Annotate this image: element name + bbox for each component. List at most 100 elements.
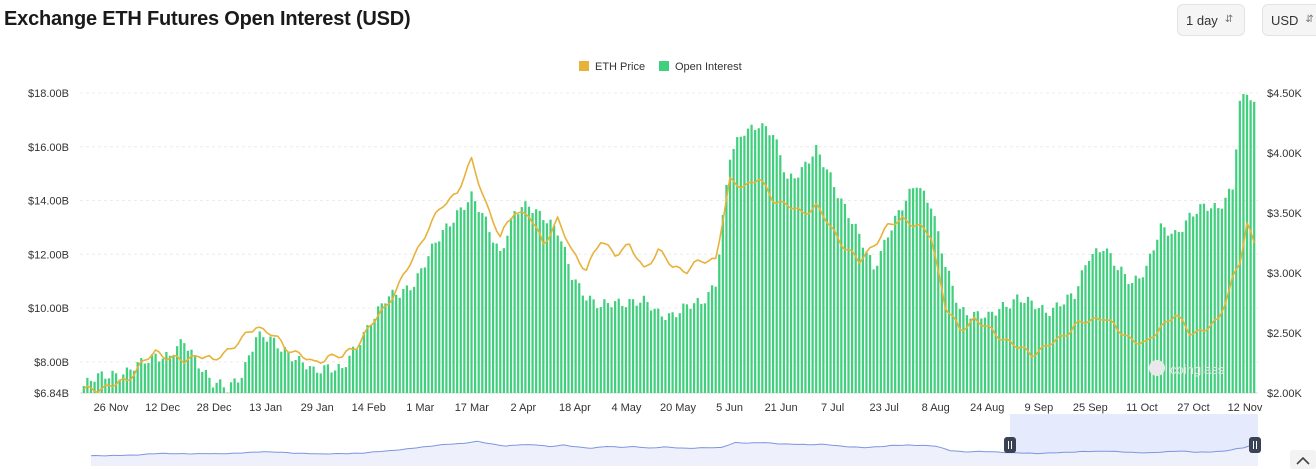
oi-bar[interactable] <box>1177 232 1180 393</box>
oi-bar[interactable] <box>384 303 387 393</box>
oi-bar[interactable] <box>912 188 915 393</box>
oi-bar[interactable] <box>481 212 484 393</box>
oi-bar[interactable] <box>165 351 168 393</box>
oi-bar[interactable] <box>1174 230 1177 393</box>
oi-bar[interactable] <box>456 210 459 393</box>
oi-bar[interactable] <box>423 267 426 393</box>
oi-bar[interactable] <box>409 290 412 393</box>
oi-bar[interactable] <box>1235 149 1238 393</box>
oi-bar[interactable] <box>531 213 534 393</box>
oi-bar[interactable] <box>226 392 229 393</box>
oi-bar[interactable] <box>980 318 983 393</box>
oi-bar[interactable] <box>915 187 918 393</box>
oi-bar[interactable] <box>764 126 768 394</box>
oi-bar[interactable] <box>265 341 269 393</box>
oi-bar[interactable] <box>631 299 635 393</box>
oi-bar[interactable] <box>161 358 164 393</box>
oi-bar[interactable] <box>412 286 416 393</box>
oi-bar[interactable] <box>789 173 793 393</box>
oi-bar[interactable] <box>430 243 434 393</box>
oi-bar[interactable] <box>847 218 850 393</box>
oi-bar[interactable] <box>280 351 283 393</box>
oi-bar[interactable] <box>1055 302 1058 393</box>
oi-bar[interactable] <box>599 307 602 393</box>
oi-bar[interactable] <box>725 184 728 393</box>
oi-bar[interactable] <box>1059 306 1062 393</box>
oi-bar[interactable] <box>1120 266 1123 393</box>
oi-bar[interactable] <box>854 223 857 393</box>
oi-bar[interactable] <box>168 355 172 393</box>
oi-bar[interactable] <box>969 318 972 393</box>
oi-bar[interactable] <box>786 178 789 393</box>
oi-bar[interactable] <box>728 159 732 393</box>
legend-label-oi[interactable]: Open Interest <box>675 61 742 73</box>
oi-bar[interactable] <box>919 188 922 393</box>
oi-bar[interactable] <box>405 285 409 393</box>
oi-bar[interactable] <box>1066 294 1069 393</box>
oi-bar[interactable] <box>639 302 642 393</box>
oi-bar[interactable] <box>129 369 132 393</box>
oi-bar[interactable] <box>1095 248 1098 393</box>
oi-bar[interactable] <box>147 362 150 393</box>
oi-bar[interactable] <box>926 202 929 393</box>
oi-bar[interactable] <box>886 237 890 393</box>
oi-bar[interactable] <box>308 366 312 393</box>
oi-bar[interactable] <box>1192 216 1195 393</box>
oi-bar[interactable] <box>1253 101 1256 393</box>
oi-bar[interactable] <box>1069 293 1073 393</box>
oi-bar[interactable] <box>154 353 157 393</box>
oi-bar[interactable] <box>319 373 322 393</box>
oi-bar[interactable] <box>678 313 681 393</box>
oi-bar[interactable] <box>610 307 613 393</box>
oi-bar[interactable] <box>757 128 760 393</box>
oi-bar[interactable] <box>965 315 969 393</box>
oi-bar[interactable] <box>578 283 581 393</box>
oi-bar[interactable] <box>1001 302 1005 393</box>
oi-bar[interactable] <box>998 309 1001 393</box>
oi-bar[interactable] <box>122 374 125 393</box>
oi-bar[interactable] <box>158 361 161 393</box>
navigator-right-handle[interactable] <box>1249 437 1261 453</box>
oi-bar[interactable] <box>894 215 897 393</box>
oi-bar[interactable] <box>890 230 893 393</box>
oi-bar[interactable] <box>976 311 979 393</box>
oi-bar[interactable] <box>1034 309 1037 393</box>
oi-bar[interactable] <box>251 351 254 393</box>
oi-bar[interactable] <box>883 239 886 393</box>
oi-bar[interactable] <box>416 273 419 393</box>
oi-bar[interactable] <box>1102 251 1105 393</box>
oi-bar[interactable] <box>298 356 301 393</box>
oi-bar[interactable] <box>373 318 376 393</box>
oi-bar[interactable] <box>567 264 570 393</box>
oi-bar[interactable] <box>341 368 344 393</box>
oi-bar[interactable] <box>1188 212 1191 393</box>
oi-bar[interactable] <box>459 207 462 393</box>
oi-bar[interactable] <box>334 370 337 393</box>
currency-select[interactable]: USD ⇵ <box>1262 4 1316 36</box>
oi-bar[interactable] <box>362 331 365 393</box>
oi-bar[interactable] <box>876 265 879 393</box>
oi-bar[interactable] <box>739 136 742 393</box>
oi-bar[interactable] <box>732 148 735 393</box>
oi-bar[interactable] <box>872 269 875 393</box>
oi-bar[interactable] <box>1030 300 1033 393</box>
oi-bar[interactable] <box>1145 265 1148 393</box>
oi-bar[interactable] <box>944 266 947 393</box>
oi-bar[interactable] <box>391 289 394 393</box>
oi-bar[interactable] <box>190 349 193 393</box>
oi-bar[interactable] <box>1131 283 1134 393</box>
oi-bar[interactable] <box>1123 274 1127 393</box>
oi-bar[interactable] <box>183 343 186 393</box>
oi-bar[interactable] <box>1184 220 1188 393</box>
oi-bar[interactable] <box>858 233 861 393</box>
oi-bar[interactable] <box>140 358 143 393</box>
oi-bar[interactable] <box>991 311 994 393</box>
oi-bar[interactable] <box>477 212 480 393</box>
oi-bar[interactable] <box>581 295 584 393</box>
oi-bar[interactable] <box>219 379 222 393</box>
oi-bar[interactable] <box>696 297 699 393</box>
oi-bar[interactable] <box>355 348 358 393</box>
oi-bar[interactable] <box>588 295 592 393</box>
oi-bar[interactable] <box>143 363 146 393</box>
oi-bar[interactable] <box>1077 286 1080 393</box>
